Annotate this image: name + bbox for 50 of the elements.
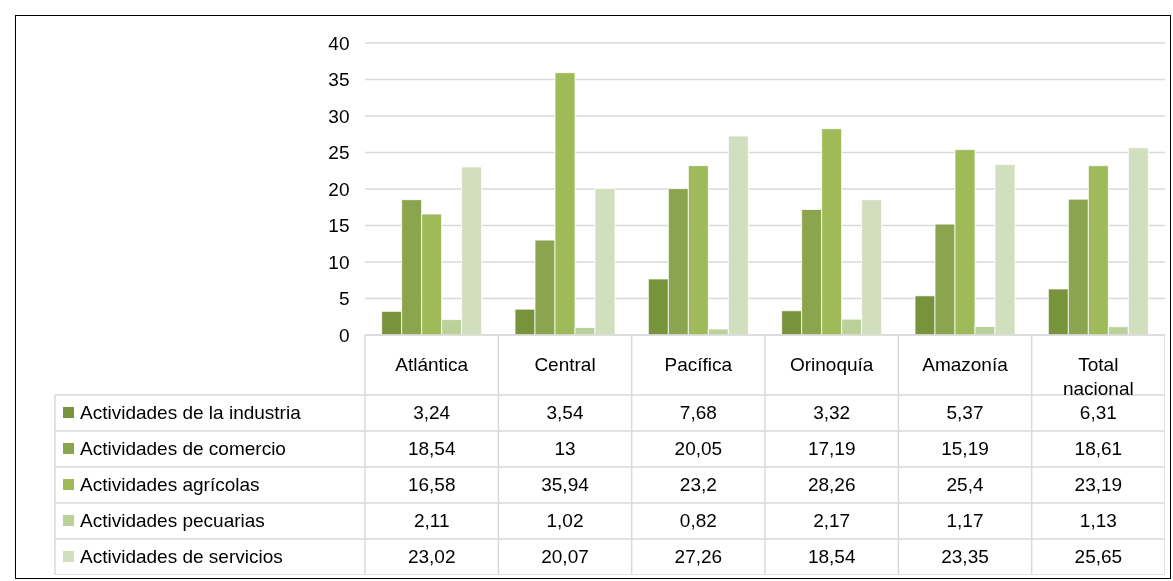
legend-label: Actividades de la industria (80, 402, 302, 423)
y-tick-label: 15 (328, 215, 350, 236)
x-tick-label: Atlántica (395, 354, 469, 375)
data-label: 18,54 (407, 438, 456, 459)
data-label: 3,32 (813, 402, 851, 423)
data-label: 18,54 (807, 546, 856, 567)
y-tick-label: 0 (338, 324, 350, 346)
y-tick-label: 20 (328, 178, 350, 200)
x-tick-label: Total nacional (1062, 354, 1134, 399)
data-label: 13 (554, 438, 576, 459)
legend-label: Actividades de servicios (80, 546, 283, 567)
data-label: 23,19 (1074, 474, 1123, 495)
data-label: 23,02 (407, 546, 456, 567)
data-label: 1,02 (546, 510, 584, 531)
data-label: 16,58 (407, 474, 456, 495)
data-label: 7,68 (679, 402, 717, 423)
data-label: 35,94 (541, 474, 590, 495)
data-label: 0,82 (679, 510, 717, 531)
x-tick-label: Central (534, 354, 596, 375)
data-label: 20,07 (541, 546, 589, 567)
data-label: 6,31 (1079, 402, 1117, 423)
x-tick-label: Amazonía (922, 354, 1009, 375)
data-label: 15,19 (941, 438, 989, 459)
y-tick-label: 30 (328, 105, 350, 127)
x-tick-label: Pacífica (664, 354, 733, 375)
y-tick-label: 40 (328, 32, 350, 54)
data-label: 2,11 (413, 510, 450, 531)
data-label: 25,65 (1074, 546, 1123, 567)
legend-label: Actividades pecuarias (80, 510, 265, 531)
data-label: 23,35 (941, 546, 989, 567)
data-label: 17,19 (807, 438, 856, 459)
data-label: 1,13 (1079, 510, 1117, 531)
data-label: 28,26 (807, 474, 856, 495)
data-label: 18,61 (1074, 438, 1123, 459)
data-label: 5,37 (946, 402, 984, 423)
legend-label: Actividades de comercio (80, 438, 286, 459)
data-label: 3,24 (413, 402, 451, 423)
data-label: 1,17 (946, 510, 984, 531)
data-label: 23,2 (679, 474, 717, 495)
y-tick-label: 35 (328, 69, 350, 90)
legend-label: Actividades agrícolas (80, 474, 260, 495)
y-tick-label: 10 (328, 251, 350, 273)
data-label: 20,05 (674, 438, 723, 459)
data-label: 27,26 (674, 546, 723, 567)
data-label: 2,17 (813, 510, 851, 531)
data-label: 25,4 (946, 474, 984, 495)
y-tick-label: 25 (328, 142, 350, 163)
data-label: 3,54 (546, 402, 584, 423)
y-tick-label: 5 (338, 288, 350, 309)
x-tick-label: Orinoquía (789, 354, 874, 375)
